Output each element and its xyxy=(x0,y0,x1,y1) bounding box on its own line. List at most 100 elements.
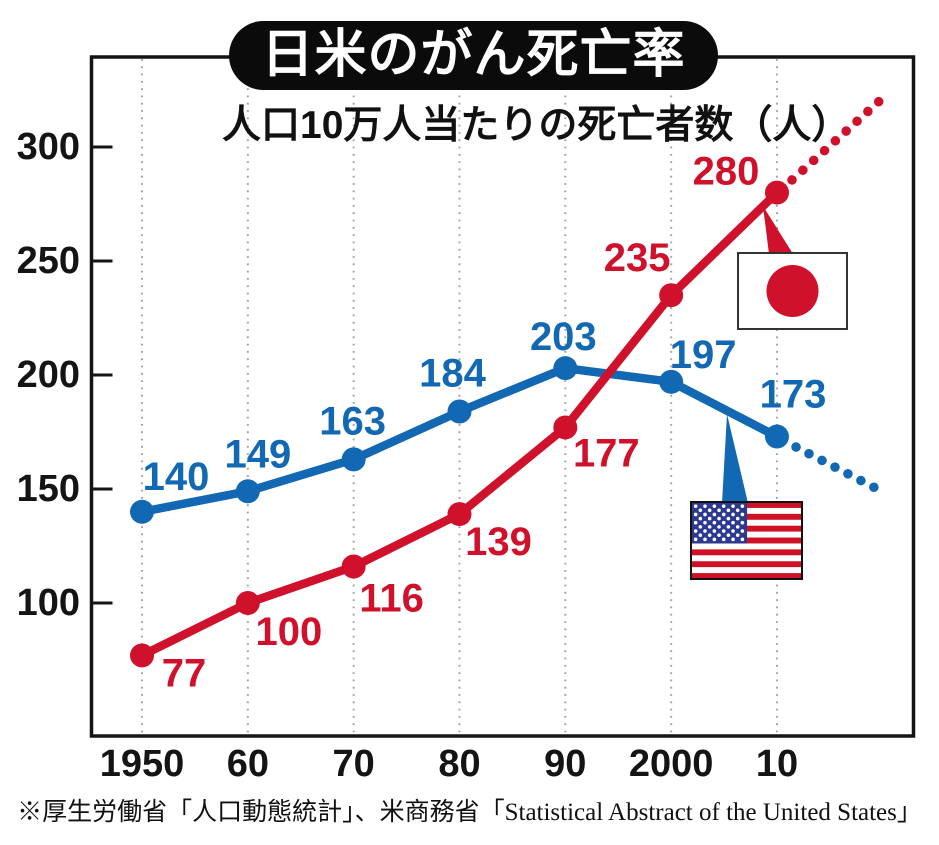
data-point-japan-flag-icon-60 xyxy=(235,591,260,615)
usa-flag-star xyxy=(693,537,698,542)
value-label-usa-flag-icon-60: 149 xyxy=(224,432,291,476)
usa-flag-stripe xyxy=(691,567,802,574)
usa-flag-star xyxy=(731,529,735,533)
usa-flag-star xyxy=(740,537,745,542)
value-label-japan-flag-icon-60: 100 xyxy=(255,610,322,654)
usa-flag-star xyxy=(731,520,735,525)
trend-extension-japan-flag-icon xyxy=(787,91,890,185)
value-label-usa-flag-icon-1950: 140 xyxy=(143,455,210,499)
usa-flag-star xyxy=(703,537,707,542)
usa-flag-canton xyxy=(691,502,748,544)
usa-flag-star xyxy=(693,512,698,517)
usa-flag-star xyxy=(698,508,703,513)
usa-flag-star xyxy=(726,516,731,521)
value-label-usa-flag-icon-70: 163 xyxy=(319,399,386,443)
usa-flag-star xyxy=(712,520,717,525)
usa-flag-star xyxy=(731,512,735,517)
usa-flag-star xyxy=(698,533,703,537)
usa-flag-star xyxy=(712,537,717,542)
usa-flag-star xyxy=(721,520,726,525)
chart-subtitle: 人口10万人当たりの死亡者数（人） xyxy=(222,104,851,147)
y-tick-label-200: 200 xyxy=(17,354,80,396)
usa-flag-star xyxy=(735,533,740,537)
usa-flag-star xyxy=(735,516,740,521)
usa-flag-star xyxy=(707,508,712,513)
usa-flag-icon xyxy=(690,501,803,580)
x-tick-label-80: 80 xyxy=(438,743,480,785)
usa-flag-star xyxy=(731,504,735,508)
usa-flag-star xyxy=(717,508,721,513)
usa-flag-star xyxy=(693,504,698,508)
data-point-japan-flag-icon-70 xyxy=(341,554,366,579)
page-title: 日米のがん死亡率 xyxy=(229,21,718,90)
value-label-japan-flag-icon-10: 280 xyxy=(693,150,760,194)
usa-flag-star xyxy=(698,516,703,521)
usa-flag-star xyxy=(698,525,703,529)
usa-flag-star xyxy=(740,520,745,525)
x-tick-label-70: 70 xyxy=(333,743,375,785)
usa-flag-star xyxy=(712,504,717,508)
value-label-japan-flag-icon-70: 116 xyxy=(359,577,424,621)
data-point-japan-flag-icon-10 xyxy=(764,180,789,205)
data-point-usa-flag-icon-80 xyxy=(447,399,472,424)
data-point-japan-flag-icon-90 xyxy=(553,415,578,440)
usa-flag-star xyxy=(717,533,721,537)
value-label-usa-flag-icon-10: 173 xyxy=(760,373,827,417)
usa-flag-star xyxy=(740,529,745,533)
usa-flag-stripe xyxy=(691,555,802,562)
x-tick-label-60: 60 xyxy=(227,743,269,785)
flag-pointer-japan-flag-icon xyxy=(763,206,793,254)
data-point-usa-flag-icon-70 xyxy=(341,447,366,472)
usa-flag-star xyxy=(703,529,707,533)
x-tick-label-1950: 1950 xyxy=(100,743,185,785)
value-label-usa-flag-icon-2000: 197 xyxy=(670,333,737,377)
data-point-japan-flag-icon-80 xyxy=(447,502,472,527)
usa-flag-stripe xyxy=(691,549,802,556)
data-point-usa-flag-icon-60 xyxy=(235,479,260,504)
usa-flag-star xyxy=(726,525,731,529)
usa-flag-star xyxy=(740,512,745,517)
usa-flag-star xyxy=(703,520,707,525)
japan-flag-sun xyxy=(766,265,819,317)
usa-flag-star xyxy=(721,512,726,517)
usa-flag-star xyxy=(707,525,712,529)
usa-flag-star xyxy=(707,516,712,521)
flag-pointer-usa-flag-icon xyxy=(722,414,748,503)
y-tick-label-100: 100 xyxy=(17,582,80,624)
usa-flag-star xyxy=(693,520,698,525)
x-tick-label-10: 10 xyxy=(756,743,798,785)
source-note: ※厚生労働省「人口動態統計」、米商務省「Statistical Abstract… xyxy=(17,799,922,826)
usa-flag-star xyxy=(721,504,726,508)
usa-flag-star xyxy=(740,504,745,508)
usa-flag-star xyxy=(726,508,731,513)
usa-flag-stripe xyxy=(691,561,802,568)
usa-flag-star xyxy=(721,529,726,533)
trend-extension-usa-flag-icon xyxy=(791,442,890,498)
usa-flag-star xyxy=(735,508,740,513)
value-label-japan-flag-icon-90: 177 xyxy=(573,431,640,475)
usa-flag-star xyxy=(717,525,721,529)
usa-flag-star xyxy=(721,537,726,542)
usa-flag-star xyxy=(731,537,735,542)
usa-flag-star xyxy=(735,525,740,529)
data-point-usa-flag-icon-1950 xyxy=(130,499,154,524)
data-point-usa-flag-icon-2000 xyxy=(659,369,684,394)
value-label-japan-flag-icon-1950: 77 xyxy=(162,651,207,695)
usa-flag-stripe xyxy=(691,543,802,550)
y-tick-label-300: 300 xyxy=(17,126,80,168)
usa-flag-star xyxy=(726,533,731,537)
data-point-usa-flag-icon-90 xyxy=(553,356,578,381)
usa-flag-star xyxy=(712,529,717,533)
data-point-usa-flag-icon-10 xyxy=(764,424,789,449)
value-label-usa-flag-icon-80: 184 xyxy=(419,351,486,395)
data-point-japan-flag-icon-2000 xyxy=(659,283,684,308)
usa-flag-stripe xyxy=(691,573,802,580)
y-tick-label-250: 250 xyxy=(17,240,80,282)
usa-flag-star xyxy=(707,533,712,537)
data-point-japan-flag-icon-1950 xyxy=(130,643,154,668)
usa-flag-star xyxy=(712,512,717,517)
usa-flag-star xyxy=(703,512,707,517)
value-label-japan-flag-icon-80: 139 xyxy=(465,520,532,564)
